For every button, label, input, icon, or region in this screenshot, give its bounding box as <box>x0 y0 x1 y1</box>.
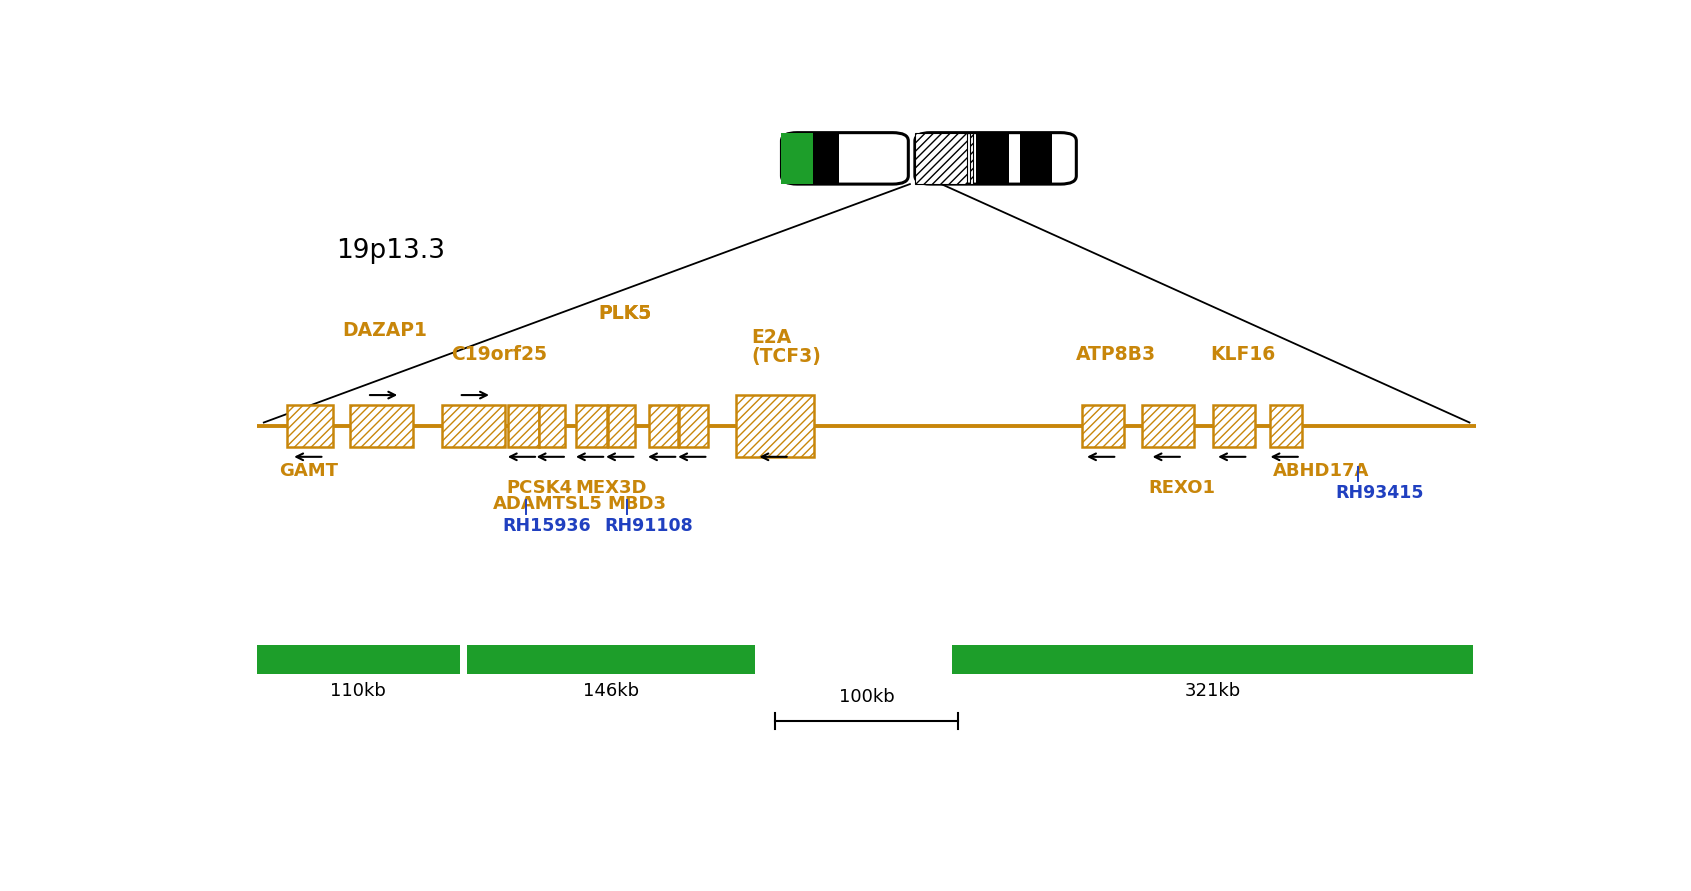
FancyBboxPatch shape <box>915 133 1077 184</box>
Bar <box>1020 133 1052 184</box>
Bar <box>976 133 1008 184</box>
Text: RH91108: RH91108 <box>605 517 693 535</box>
Text: (TCF3): (TCF3) <box>751 347 822 365</box>
Bar <box>609 405 634 446</box>
Bar <box>1270 405 1302 446</box>
Text: 321kb: 321kb <box>1184 682 1241 699</box>
Text: DAZAP1: DAZAP1 <box>342 321 428 340</box>
Text: GAMT: GAMT <box>279 462 338 479</box>
Text: 100kb: 100kb <box>839 688 895 706</box>
Text: ADAMTSL5: ADAMTSL5 <box>494 495 604 512</box>
Text: 110kb: 110kb <box>330 682 386 699</box>
Bar <box>781 133 813 184</box>
Text: E2A: E2A <box>751 328 791 347</box>
Text: PCSK4: PCSK4 <box>506 479 572 497</box>
Bar <box>257 645 460 674</box>
Bar <box>350 405 413 446</box>
Text: REXO1: REXO1 <box>1148 479 1216 497</box>
Text: KLF16: KLF16 <box>1211 345 1275 364</box>
Text: ATP8B3: ATP8B3 <box>1077 345 1157 364</box>
Bar <box>915 133 967 184</box>
Bar <box>507 405 539 446</box>
Text: MBD3: MBD3 <box>607 495 666 512</box>
Bar <box>1141 405 1194 446</box>
Text: C19orf25: C19orf25 <box>451 345 548 364</box>
FancyBboxPatch shape <box>781 133 908 184</box>
Bar <box>680 405 709 446</box>
Bar <box>969 133 972 184</box>
Bar <box>813 133 839 184</box>
Bar <box>287 405 333 446</box>
Text: RH93415: RH93415 <box>1336 484 1424 503</box>
Bar <box>649 405 678 446</box>
Bar <box>539 405 565 446</box>
Text: ABHD17A: ABHD17A <box>1273 462 1370 479</box>
Text: PLK5: PLK5 <box>599 304 651 323</box>
Bar <box>736 395 815 457</box>
Text: 146kb: 146kb <box>583 682 639 699</box>
Text: PLK5: PLK5 <box>599 304 651 323</box>
Text: MEX3D: MEX3D <box>575 479 648 497</box>
Bar <box>467 645 756 674</box>
Text: 19p13.3: 19p13.3 <box>337 238 445 264</box>
Text: RH15936: RH15936 <box>502 517 590 535</box>
Bar <box>575 405 607 446</box>
Bar <box>952 645 1473 674</box>
Bar <box>1082 405 1123 446</box>
Bar <box>441 405 506 446</box>
Bar <box>1212 405 1255 446</box>
